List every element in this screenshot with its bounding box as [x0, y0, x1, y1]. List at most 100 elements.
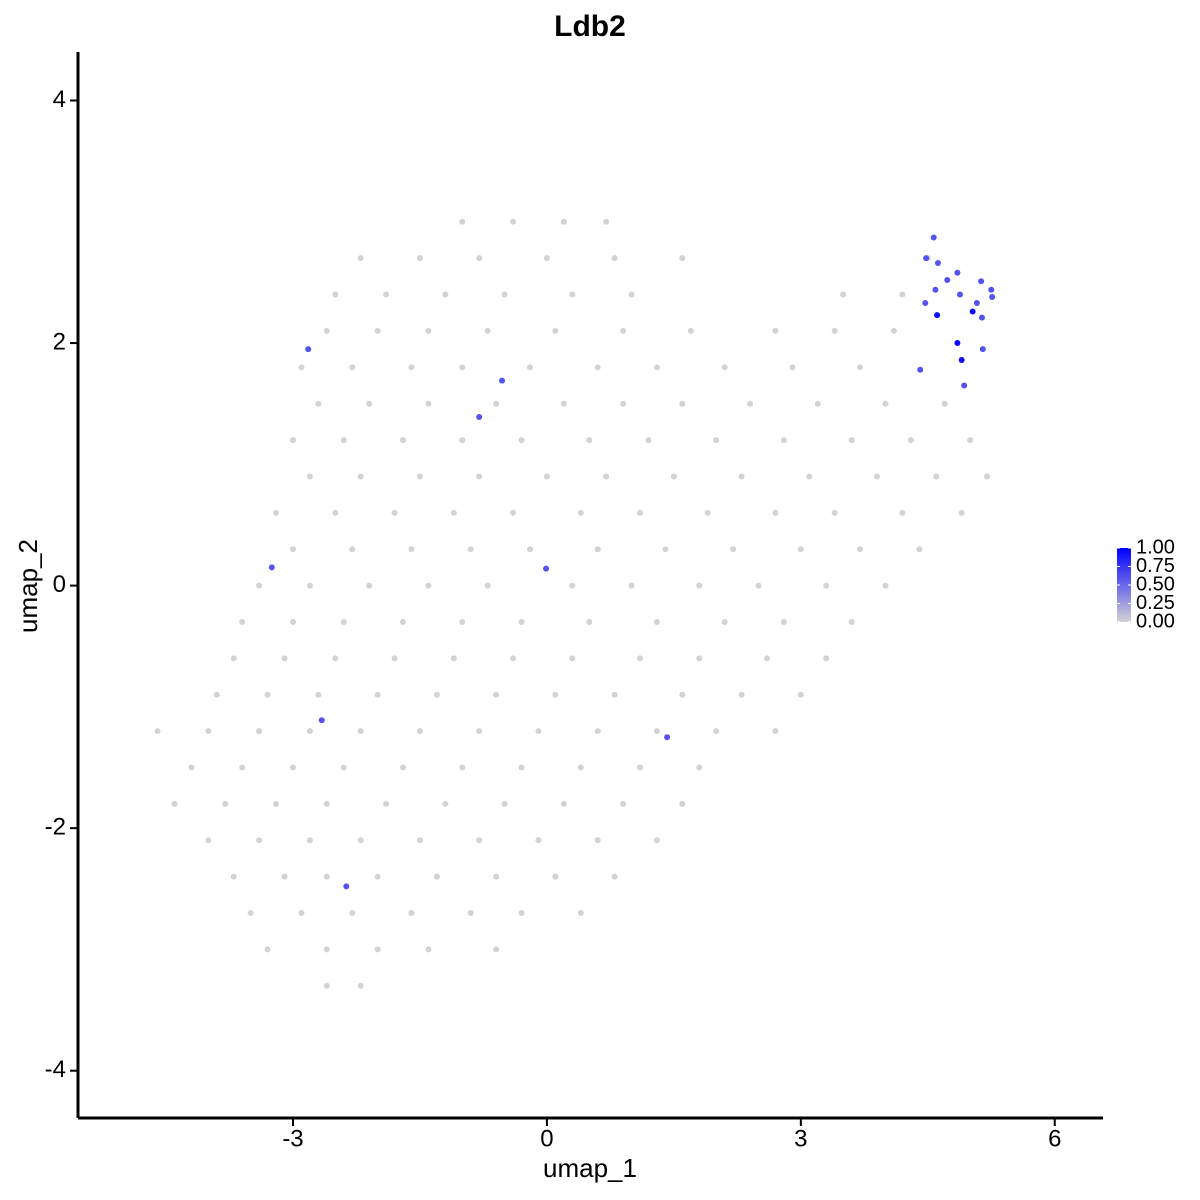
point [357, 982, 364, 989]
point [586, 437, 593, 444]
point [332, 509, 339, 516]
point [594, 546, 601, 553]
point [823, 582, 830, 589]
point [332, 655, 339, 662]
point [306, 837, 313, 844]
point [969, 308, 976, 315]
point [357, 473, 364, 480]
point [425, 582, 432, 589]
point [984, 473, 991, 480]
point [305, 346, 312, 353]
point [611, 873, 618, 880]
point [459, 364, 466, 371]
point [670, 473, 677, 480]
point [978, 278, 985, 285]
point [603, 473, 610, 480]
point [425, 400, 432, 407]
point [306, 473, 313, 480]
point [857, 364, 864, 371]
point [416, 255, 423, 262]
point [501, 291, 508, 298]
x-tick-label: 3 [794, 1125, 807, 1152]
point [518, 910, 525, 917]
point [442, 291, 449, 298]
point [323, 982, 330, 989]
point [989, 293, 996, 300]
point [679, 800, 686, 807]
point [391, 655, 398, 662]
point [958, 357, 965, 364]
point [934, 312, 941, 319]
point [543, 473, 550, 480]
point [459, 437, 466, 444]
point [814, 400, 821, 407]
point [383, 800, 390, 807]
point [923, 255, 930, 262]
point [493, 873, 500, 880]
x-tick-label: 6 [1048, 1125, 1061, 1152]
point [944, 276, 951, 283]
point [340, 618, 347, 625]
point [450, 655, 457, 662]
point [289, 764, 296, 771]
point [323, 873, 330, 880]
point [323, 800, 330, 807]
point [916, 546, 923, 553]
point [289, 546, 296, 553]
point [958, 509, 965, 516]
point [569, 655, 576, 662]
point [408, 364, 415, 371]
point [620, 400, 627, 407]
x-tick-label: 0 [540, 1125, 553, 1152]
point [789, 364, 796, 371]
point [730, 546, 737, 553]
point [188, 764, 195, 771]
point [907, 437, 914, 444]
point [343, 883, 350, 890]
point [772, 728, 779, 735]
colorbar-tick-label: 0.50 [1136, 573, 1175, 595]
point [704, 509, 711, 516]
point [510, 509, 517, 516]
point [416, 473, 423, 480]
colorbar-tick-label: 0.25 [1136, 592, 1175, 614]
point [374, 873, 381, 880]
point [772, 327, 779, 334]
point [526, 364, 533, 371]
point [823, 655, 830, 662]
point [594, 364, 601, 371]
point [535, 728, 542, 735]
point [780, 618, 787, 625]
point [890, 327, 897, 334]
point [442, 800, 449, 807]
point [433, 873, 440, 880]
point [499, 377, 506, 384]
point [552, 691, 559, 698]
point [205, 837, 212, 844]
y-tick-label: 0 [53, 571, 66, 598]
point [967, 437, 974, 444]
point [518, 437, 525, 444]
point [979, 346, 986, 353]
point [797, 691, 804, 698]
point [459, 764, 466, 771]
point [357, 728, 364, 735]
point [318, 717, 325, 724]
point [738, 473, 745, 480]
point [383, 291, 390, 298]
y-tick-label: -2 [45, 813, 66, 840]
point [755, 582, 762, 589]
point [230, 655, 237, 662]
point [518, 618, 525, 625]
point [408, 910, 415, 917]
point [857, 546, 864, 553]
point [696, 764, 703, 771]
point [932, 286, 939, 293]
point [664, 734, 671, 741]
point [340, 764, 347, 771]
point [493, 400, 500, 407]
point [543, 565, 550, 572]
point [518, 764, 525, 771]
point [332, 291, 339, 298]
point [323, 946, 330, 953]
